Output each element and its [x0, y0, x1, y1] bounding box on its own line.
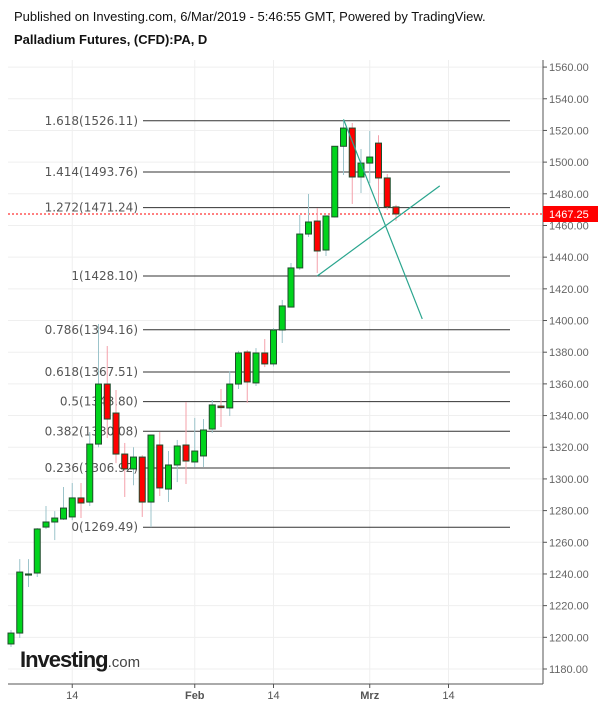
trend-line: [342, 119, 423, 320]
candle-down: [112, 412, 120, 455]
price-tick-label: 1540.00: [549, 94, 589, 106]
candle-down: [375, 142, 382, 179]
price-tick-label: 1500.00: [549, 157, 589, 169]
candle-up: [147, 434, 155, 503]
candle-up: [33, 528, 41, 574]
candle-up: [7, 632, 15, 645]
candle-up: [287, 267, 295, 308]
candle-down: [313, 220, 321, 252]
price-tick-label: 1260.00: [549, 537, 589, 549]
price-tick-label: 1300.00: [549, 474, 589, 486]
time-tick-label: Mrz: [360, 690, 379, 702]
price-tick-label: 1220.00: [549, 601, 589, 613]
fib-level-label: 1.272(1471.24): [45, 201, 138, 215]
price-tick-label: 1560.00: [549, 62, 589, 74]
candles: [7, 119, 400, 647]
candle-up: [208, 404, 216, 430]
last-price-label: 1467.25: [549, 209, 589, 221]
candle-up: [331, 145, 339, 218]
candle-up: [165, 464, 172, 490]
candle-up: [322, 215, 330, 251]
time-tick-label: 14: [442, 690, 454, 702]
candle-up: [226, 383, 234, 409]
time-tick-label: 14: [267, 690, 279, 702]
price-tick-label: 1240.00: [549, 569, 589, 581]
candle-down: [243, 351, 251, 383]
investing-logo: Investing.com: [20, 647, 140, 673]
candle-down: [261, 352, 269, 365]
candle-up: [235, 352, 242, 385]
candle-down: [121, 453, 129, 470]
candle-down: [392, 206, 400, 215]
published-note: Published on Investing.com, 6/Mar/2019 -…: [14, 9, 486, 24]
candle-down: [383, 177, 391, 208]
candle-up: [68, 497, 76, 518]
axes: 1180.00 1200.00 1220.00 1240.00 1260.00 1280.…: [8, 60, 598, 702]
fib-level-label: 1.414(1493.76): [45, 165, 138, 179]
candle-down: [77, 497, 85, 504]
candle-up: [270, 329, 277, 365]
logo-domain: .com: [107, 654, 141, 671]
last-price-badge: [543, 205, 598, 222]
fib-level-label: 0(1269.49): [71, 520, 138, 534]
candle-down: [138, 456, 146, 503]
chart-title: Palladium Futures, (CFD):PA, D: [14, 32, 208, 47]
price-tick-label: 1460.00: [549, 220, 589, 232]
fib-level-label: 1(1428.10): [71, 269, 138, 283]
candle-down: [348, 127, 356, 178]
candle-down: [156, 444, 164, 489]
trend-line: [316, 185, 441, 277]
price-tick-label: 1180.00: [549, 664, 588, 676]
candle-up: [51, 517, 59, 523]
candle-up: [252, 352, 260, 384]
candle-up: [95, 383, 102, 445]
price-tick-label: 1360.00: [549, 379, 589, 391]
candle-up: [366, 156, 374, 164]
candle-up: [278, 305, 286, 331]
candle-down: [103, 383, 111, 420]
time-tick-label: 14: [66, 690, 78, 702]
price-tick-label: 1480.00: [549, 189, 589, 201]
price-tick-label: 1420.00: [549, 284, 589, 296]
fib-level-label: 0.786(1394.16): [45, 323, 138, 337]
candle-down: [217, 405, 225, 409]
candle-up: [191, 450, 199, 463]
candle-up: [130, 456, 137, 470]
time-tick-label: Feb: [185, 690, 205, 702]
candle-up: [296, 233, 304, 269]
candle-up: [200, 429, 207, 457]
fib-level-label: 0.618(1367.51): [45, 365, 138, 379]
fib-level-label: 1.618(1526.11): [45, 114, 138, 128]
candle-down: [182, 444, 190, 462]
candle-up: [60, 507, 67, 520]
fib-level-label: 0.382(1330.08): [45, 424, 138, 438]
fibonacci-retracement: 0(1269.49)0.236(1306.92)0.382(1330.08)0.…: [8, 114, 543, 534]
candle-up: [16, 571, 24, 634]
price-tick-label: 1200.00: [549, 632, 589, 644]
candle-up: [25, 573, 32, 576]
trend-lines: [316, 119, 441, 320]
candle-up: [340, 127, 347, 147]
price-tick-label: 1280.00: [549, 506, 589, 518]
candle-up: [86, 443, 94, 503]
candle-up: [42, 521, 50, 528]
candle-up: [305, 221, 312, 235]
price-tick-label: 1380.00: [549, 347, 589, 359]
price-tick-label: 1440.00: [549, 252, 589, 264]
price-tick-label: 1400.00: [549, 316, 589, 328]
candle-up: [173, 445, 181, 466]
price-tick-label: 1320.00: [549, 442, 589, 454]
logo-main: Investing: [20, 647, 109, 672]
price-tick-label: 1520.00: [549, 125, 589, 137]
price-tick-label: 1340.00: [549, 411, 589, 423]
